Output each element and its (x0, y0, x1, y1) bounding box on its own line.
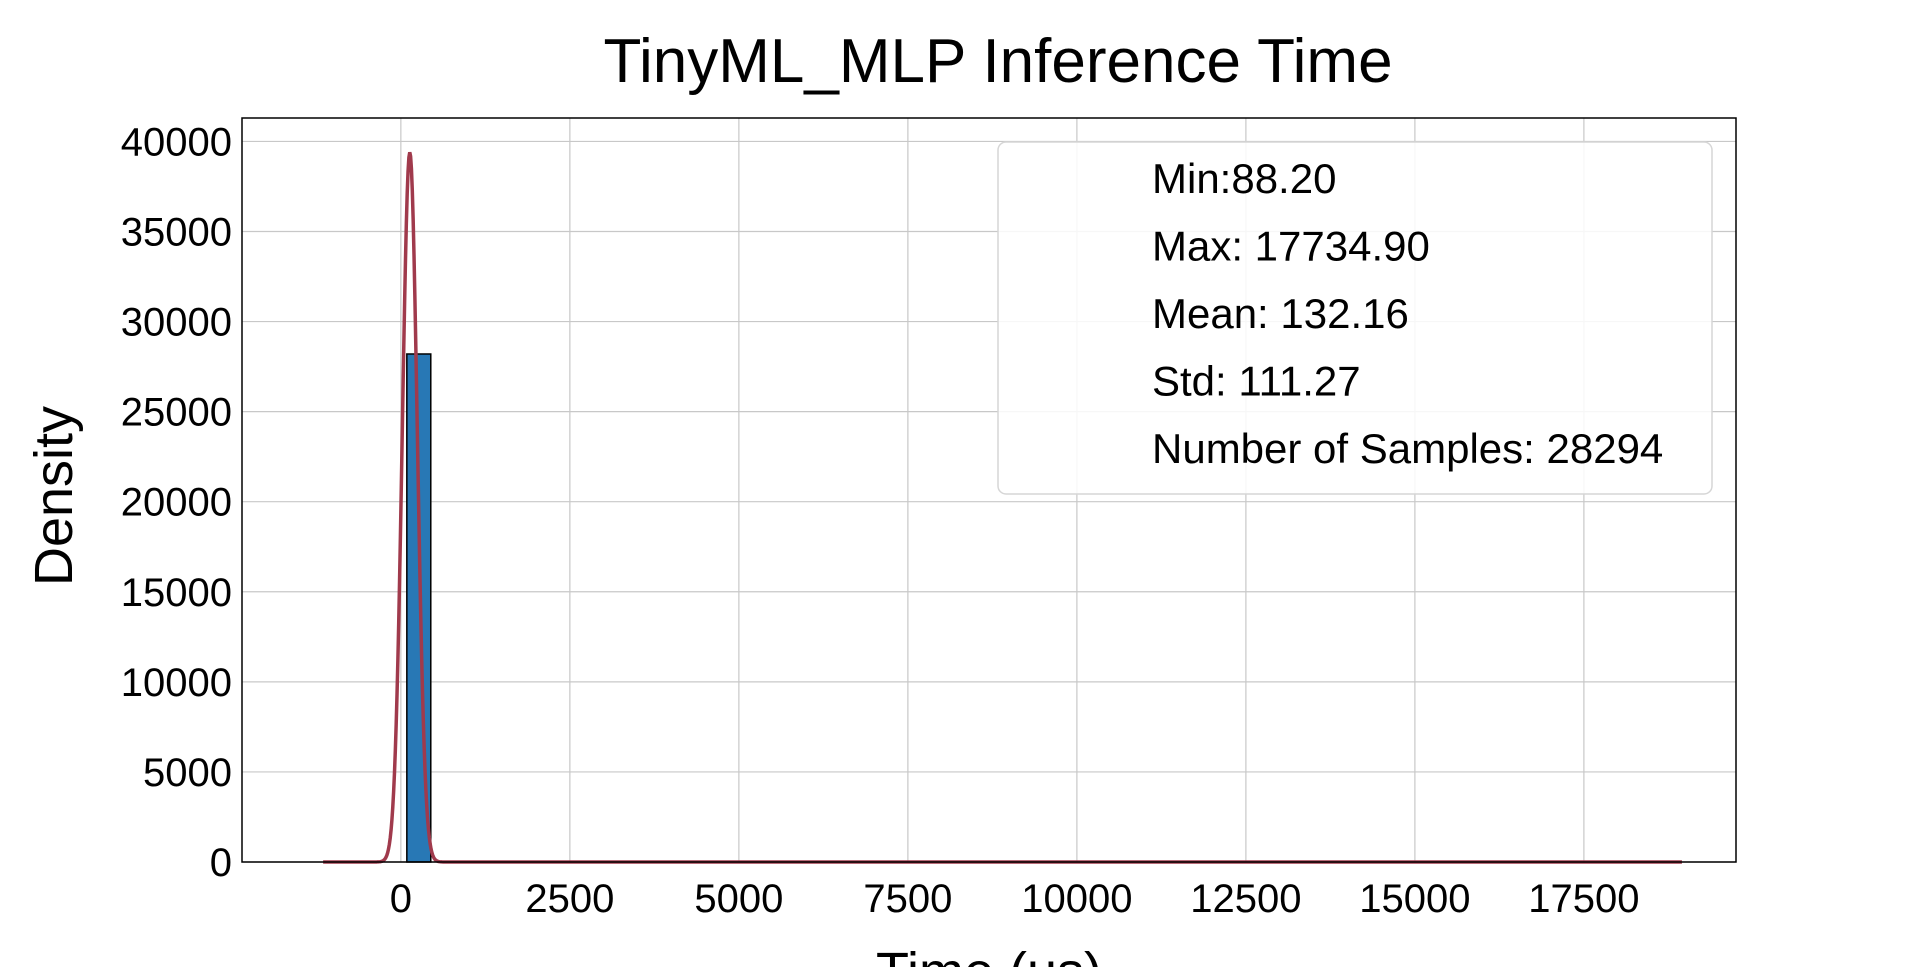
y-tick-label: 35000 (121, 210, 232, 254)
plot-frame (241, 117, 1737, 863)
y-axis-label: Density (24, 406, 84, 586)
stats-legend-box: Min:88.20 Max: 17734.90 Mean: 132.16 Std: 1… (997, 141, 1713, 495)
y-tick-labels: 0 5000 10000 15000 20000 25000 30000 35000 40000 (121, 120, 232, 885)
x-axis-label: Time (us) (876, 942, 1102, 967)
y-tick-label: 0 (210, 841, 232, 885)
x-tick-label: 17500 (1528, 877, 1639, 921)
x-tick-label: 2500 (525, 877, 614, 921)
stats-line: Max: 17734.90 (1152, 223, 1430, 270)
y-tick-label: 15000 (121, 571, 232, 615)
x-tick-label: 7500 (863, 877, 952, 921)
stats-line: Mean: 132.16 (1152, 290, 1409, 337)
chart-title: TinyML_MLP Inference Time (603, 27, 1392, 96)
y-tick-label: 30000 (121, 301, 232, 345)
x-tick-label: 5000 (694, 877, 783, 921)
y-tick-label: 40000 (121, 120, 232, 164)
y-tick-label: 25000 (121, 391, 232, 435)
stats-line: Std: 111.27 (1152, 358, 1361, 405)
stats-box-frame (997, 141, 1713, 495)
stats-lines: Min:88.20 Max: 17734.90 Mean: 132.16 Std: 1… (1152, 155, 1663, 472)
y-tick-label: 5000 (143, 751, 232, 795)
x-tick-label: 15000 (1359, 877, 1470, 921)
y-tick-label: 20000 (121, 481, 232, 525)
x-tick-label: 10000 (1021, 877, 1132, 921)
x-tick-label: 0 (390, 877, 412, 921)
stats-line: Number of Samples: 28294 (1152, 425, 1663, 472)
y-tick-label: 10000 (121, 661, 232, 705)
stats-line: Min:88.20 (1152, 155, 1336, 202)
x-tick-label: 12500 (1190, 877, 1301, 921)
x-tick-labels: 0 2500 5000 7500 10000 12500 15000 17500 (390, 877, 1640, 921)
